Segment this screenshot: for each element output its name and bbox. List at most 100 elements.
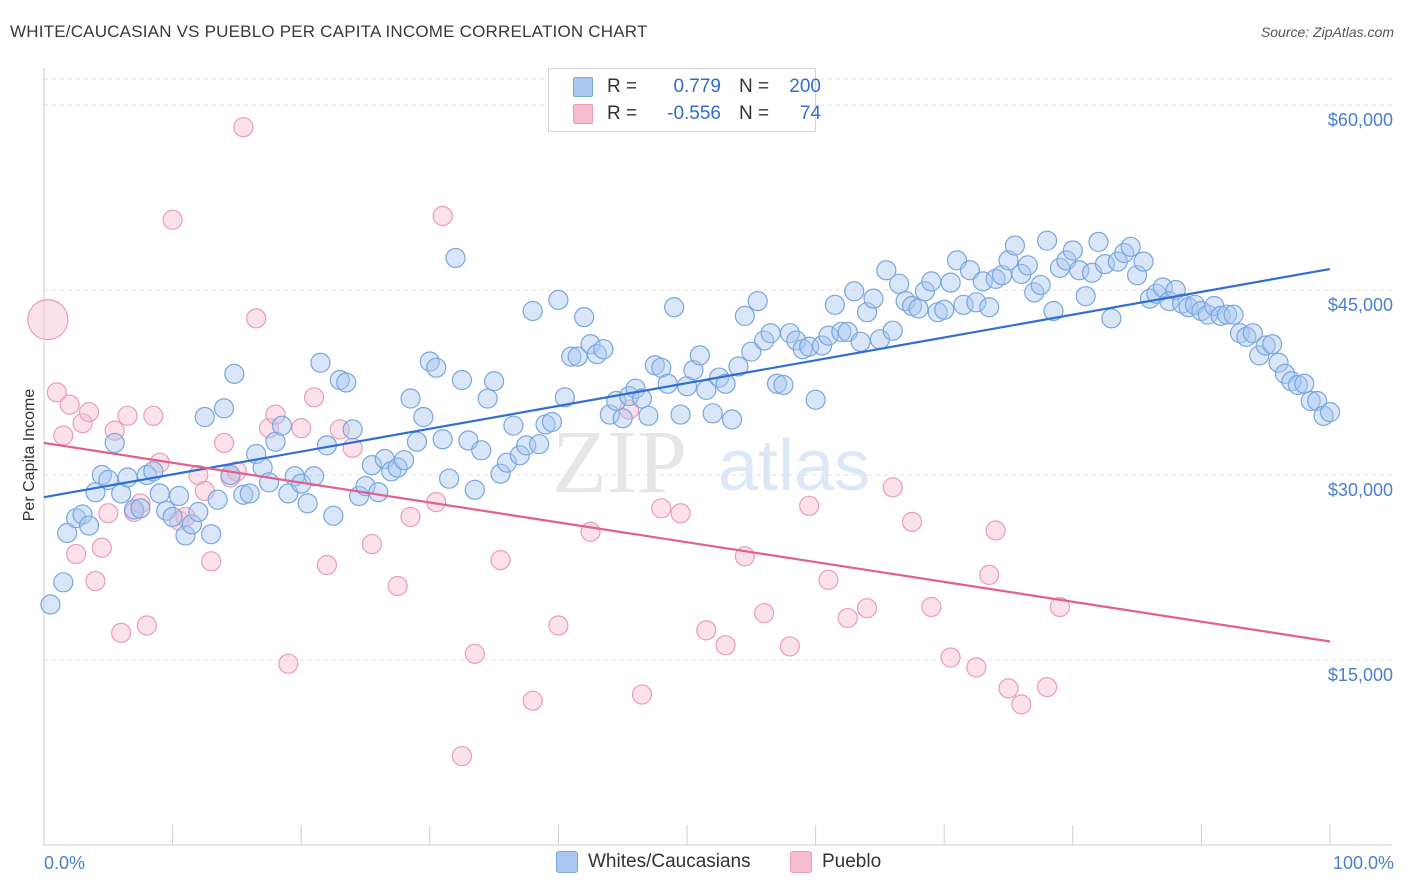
whites-point — [959, 260, 981, 281]
whites-point — [1294, 373, 1315, 394]
legend-n-label: N = — [739, 76, 770, 97]
pueblo-point — [451, 746, 473, 767]
whites-point — [1036, 230, 1058, 251]
whites-point — [972, 271, 993, 292]
x-tick-label-end: 100.0% — [1333, 853, 1394, 873]
pueblo-point — [400, 506, 421, 528]
pueblo-point — [265, 404, 286, 425]
y-tick-label: $15,000 — [1328, 665, 1393, 685]
pueblo-point — [1036, 677, 1058, 698]
pueblo-point — [1011, 694, 1032, 715]
pueblo-point — [85, 570, 106, 592]
watermark-zip: ZIP — [552, 413, 687, 512]
whites-point — [593, 339, 614, 360]
whites-point — [1236, 326, 1257, 347]
pueblo-point — [162, 209, 183, 230]
pueblo-points — [27, 117, 1071, 767]
whites-point — [908, 298, 929, 319]
whites-point — [934, 299, 955, 320]
pueblo-point — [940, 647, 961, 668]
whites-point — [747, 291, 768, 312]
whites-point — [1268, 352, 1289, 373]
pueblo-point — [998, 678, 1019, 699]
whites-point — [561, 346, 582, 367]
pueblo-point — [464, 643, 485, 664]
pueblo-point — [631, 684, 653, 705]
whites-point — [104, 432, 125, 454]
whites-point — [368, 482, 389, 503]
legend-swatch-blue — [573, 77, 593, 97]
pueblo-point — [799, 495, 820, 516]
whites-point — [985, 268, 1006, 289]
pueblo-point — [696, 620, 717, 641]
whites-point — [361, 455, 383, 476]
pueblo-point — [432, 205, 453, 227]
chart-source: Source: ZipAtlas.com — [1260, 24, 1394, 40]
pueblo-point — [78, 402, 100, 423]
whites-point — [1088, 231, 1109, 252]
pueblo-point — [72, 413, 93, 434]
whites-point — [1062, 240, 1083, 261]
legend-row-whites: R = 0.779 N = 200 — [573, 74, 821, 100]
whites-point — [323, 505, 344, 526]
whites-point — [451, 369, 473, 391]
whites-point — [162, 506, 183, 528]
whites-point — [664, 297, 685, 318]
whites-point — [464, 479, 485, 500]
pueblo-point — [233, 117, 254, 138]
legend-label-whites: Whites/Caucasians — [588, 851, 751, 872]
series-legend-pueblo[interactable]: Pueblo — [790, 851, 881, 873]
whites-point — [1133, 251, 1154, 272]
whites-point — [1319, 402, 1341, 423]
whites-point — [541, 411, 563, 433]
whites-point — [766, 373, 788, 394]
whites-point — [683, 360, 704, 381]
whites-point — [181, 514, 202, 535]
whites-point — [471, 440, 492, 461]
whites-point — [741, 341, 762, 362]
pueblo-point — [53, 425, 74, 446]
y-axis-label: Per Capita Income — [21, 389, 38, 522]
pueblo-point — [98, 503, 119, 524]
whites-point — [342, 419, 363, 440]
pueblo-point — [91, 537, 112, 558]
pueblo-point — [117, 405, 138, 426]
whites-point — [310, 352, 331, 373]
pueblo-point — [387, 575, 408, 597]
pueblo-point — [201, 551, 222, 572]
whites-point — [149, 483, 170, 504]
pueblo-point — [490, 549, 511, 571]
whites-point — [271, 415, 293, 436]
whites-point — [503, 415, 524, 436]
whites-point — [484, 371, 505, 392]
whites-point — [220, 464, 241, 486]
whites-point — [760, 323, 781, 344]
pueblo-point — [901, 511, 923, 532]
whites-point — [477, 388, 498, 409]
pueblo-point — [856, 598, 878, 619]
pueblo-point — [580, 521, 601, 542]
series-legend-whites[interactable]: Whites/Caucasians — [556, 851, 751, 873]
whites-point — [715, 373, 736, 394]
whites-point — [490, 463, 511, 484]
whites-point — [194, 406, 215, 428]
watermark-atlas: atlas — [718, 426, 870, 506]
whites-point — [844, 281, 865, 302]
pueblo-point — [136, 615, 157, 636]
whites-point — [773, 374, 794, 396]
whites-point — [612, 408, 633, 429]
trend-lines — [43, 267, 1331, 643]
whites-point — [496, 452, 518, 473]
y-tick-label: $45,000 — [1328, 295, 1393, 315]
whites-point — [824, 294, 845, 315]
legend-n-value: 74 — [799, 103, 821, 124]
pueblo-point — [46, 382, 67, 403]
pueblo-point — [651, 498, 672, 519]
whites-point — [1300, 390, 1321, 412]
whites-point — [1043, 300, 1064, 322]
legend-label-pueblo: Pueblo — [822, 851, 882, 872]
whites-point — [805, 389, 826, 410]
whites-point — [1307, 390, 1328, 412]
whites-point — [1287, 374, 1308, 396]
whites-point — [1281, 371, 1302, 392]
